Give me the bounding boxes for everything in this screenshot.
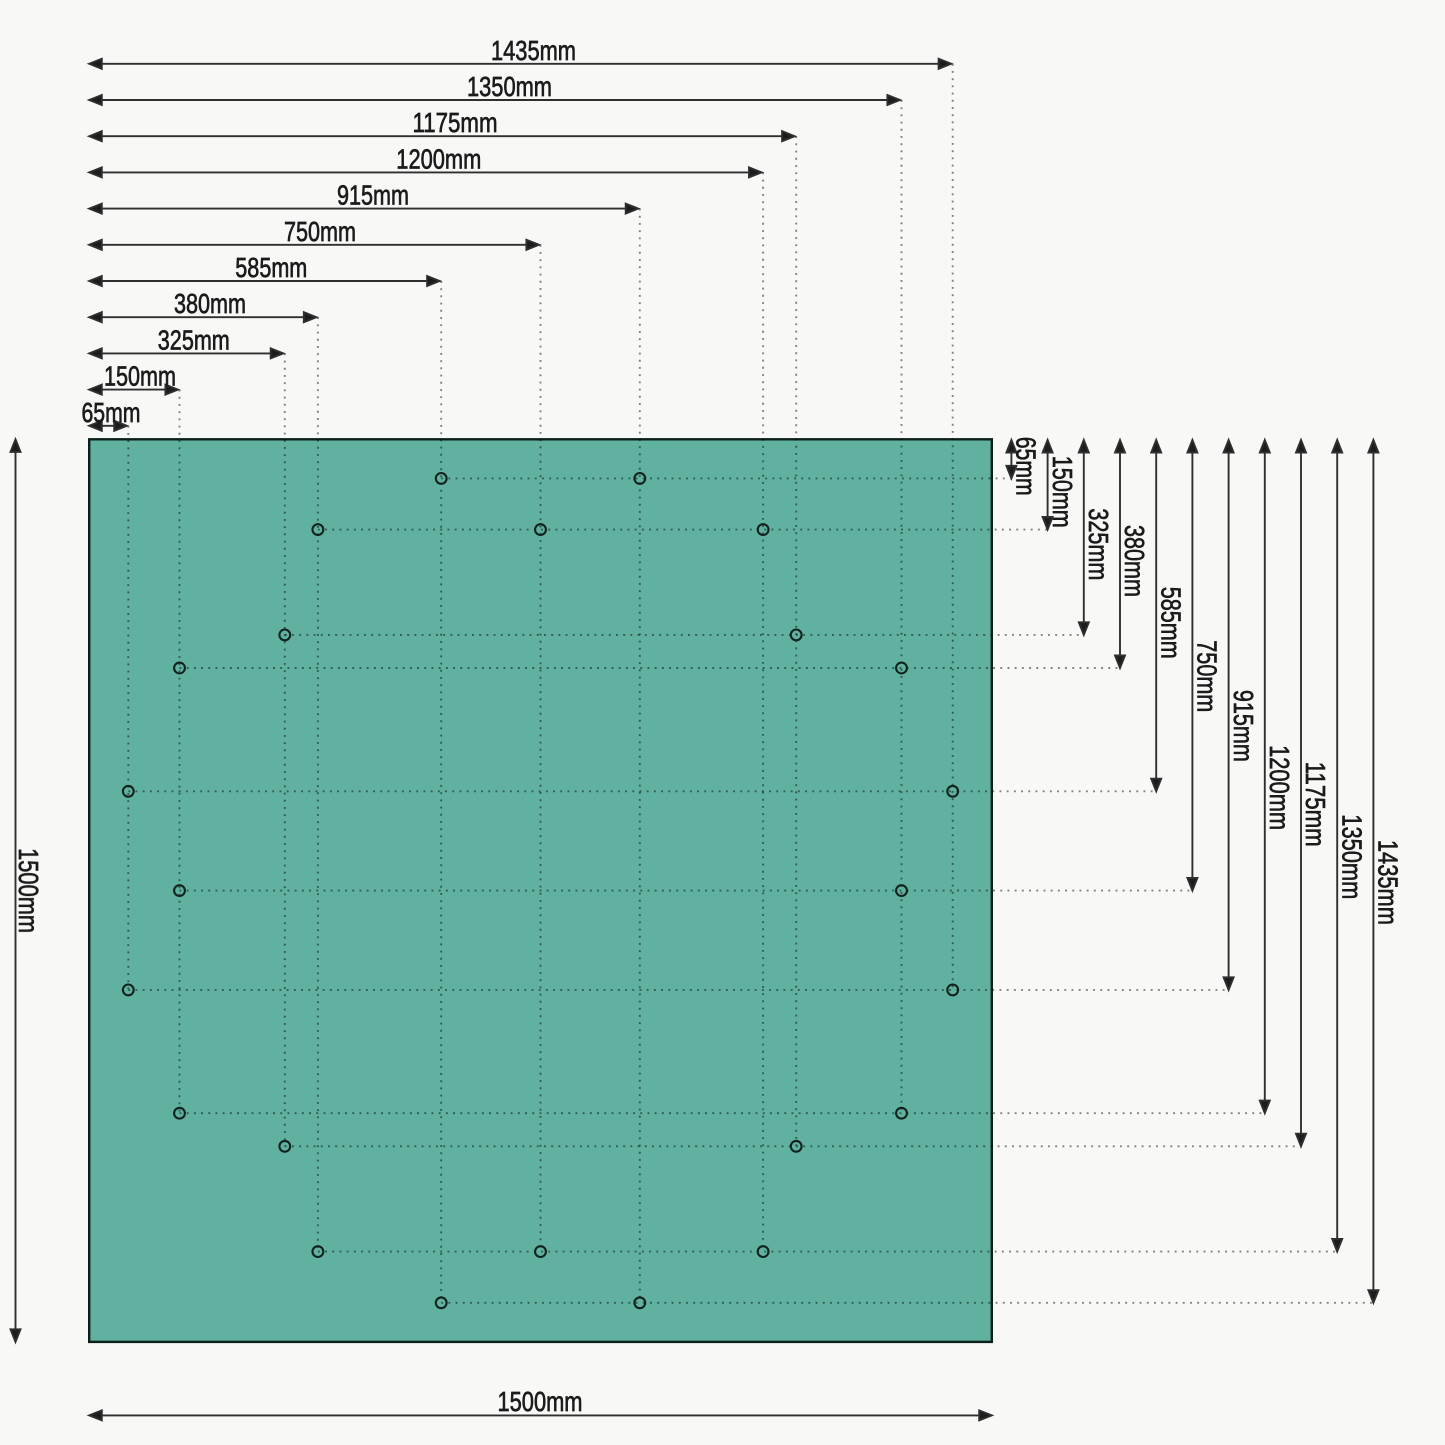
svg-text:1500mm: 1500mm <box>13 848 44 933</box>
svg-text:1500mm: 1500mm <box>498 1386 583 1417</box>
svg-text:915mm: 915mm <box>337 180 409 211</box>
svg-text:750mm: 750mm <box>284 216 356 247</box>
svg-text:380mm: 380mm <box>174 288 246 319</box>
svg-text:1350mm: 1350mm <box>1336 814 1367 899</box>
svg-text:150mm: 150mm <box>1047 456 1078 528</box>
svg-text:1200mm: 1200mm <box>396 143 481 174</box>
svg-text:1435mm: 1435mm <box>491 35 576 66</box>
svg-text:1175mm: 1175mm <box>1300 762 1331 847</box>
svg-text:1200mm: 1200mm <box>1264 745 1295 830</box>
svg-text:65mm: 65mm <box>82 397 141 428</box>
svg-text:585mm: 585mm <box>1155 587 1186 659</box>
svg-text:325mm: 325mm <box>158 324 230 355</box>
svg-text:150mm: 150mm <box>104 361 176 392</box>
svg-text:915mm: 915mm <box>1228 690 1259 762</box>
svg-text:380mm: 380mm <box>1119 525 1150 597</box>
svg-text:325mm: 325mm <box>1083 508 1114 580</box>
svg-text:1175mm: 1175mm <box>413 107 498 138</box>
svg-text:65mm: 65mm <box>1011 437 1042 496</box>
svg-text:750mm: 750mm <box>1192 640 1223 712</box>
svg-text:1435mm: 1435mm <box>1373 840 1404 925</box>
svg-text:585mm: 585mm <box>235 252 307 283</box>
svg-text:1350mm: 1350mm <box>467 71 552 102</box>
